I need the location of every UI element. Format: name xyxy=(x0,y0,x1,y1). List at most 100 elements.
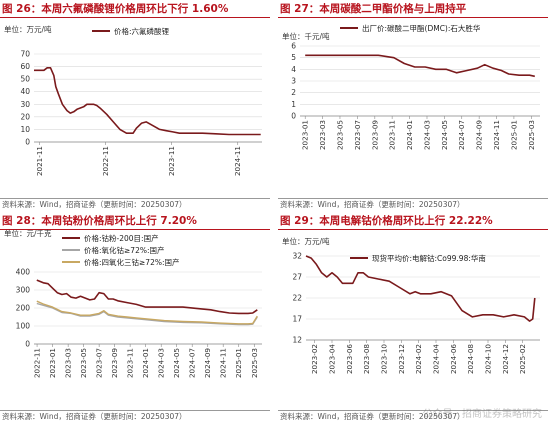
chart-svg: 单位：万元/吨 0 10 20 30 40 50 60 70 2021-11 2022-11 2023… xyxy=(4,24,262,176)
y-tick-label: 10 xyxy=(20,125,30,134)
x-tick-label: 2024-01 xyxy=(405,120,414,150)
unit-label: 单位：元/千克 xyxy=(4,228,52,238)
series-line xyxy=(36,279,258,315)
x-tick-label: 2025-03 xyxy=(527,120,536,150)
x-tick-label: 2023-05 xyxy=(79,348,88,378)
x-tick-label: 2024-05 xyxy=(172,348,181,378)
y-tick-label: 0 xyxy=(25,340,30,349)
y-tick-label: 3 xyxy=(291,77,296,86)
x-tick-label: 2024-02 xyxy=(414,344,423,374)
x-tick-label: 2024-11 xyxy=(233,146,242,176)
x-tick-label: 2024-05 xyxy=(440,120,449,150)
x-tick-label: 2023-05 xyxy=(335,120,344,150)
x-tick-label: 2023-11 xyxy=(126,348,135,378)
legend-label: 价格:钴粉-200目:国产 xyxy=(84,233,159,243)
watermark: 公众号 · 招商证券策略研究 xyxy=(422,409,542,420)
x-tick-label: 2023-11 xyxy=(388,120,397,150)
title-rule xyxy=(278,17,548,18)
legend-label: 价格:氧化钴≥72%:国产 xyxy=(84,245,165,255)
x-tick-label: 2023-07 xyxy=(95,348,104,378)
x-tick-label: 2025-01 xyxy=(509,120,518,150)
unit-label: 单位：万元/吨 xyxy=(282,236,330,246)
chart-title: 图 26：本周六氟磷酸锂价格周环比下行 1.60% xyxy=(2,3,229,15)
x-tick-label: 2023-08 xyxy=(362,344,371,374)
source-note: 资料来源：Wind，招商证券（更新时间：20250307） xyxy=(2,412,187,421)
legend-label: 现货平均价:电解钴:Co99.98:华南 xyxy=(372,253,486,263)
legend-label: 价格:六氟磷酸锂 xyxy=(114,26,170,36)
y-tick-label: 4 xyxy=(291,65,296,74)
x-tick-label: 2023-10 xyxy=(380,344,389,374)
x-tick-label: 2022-11 xyxy=(33,348,42,378)
chart-panel-1: 图 26：本周六氟磷酸锂价格周环比下行 1.60% 单位：万元/吨 0 10 20 30… xyxy=(0,0,270,211)
x-tick-label: 2023-01 xyxy=(301,120,310,150)
series-line xyxy=(305,54,535,78)
x-tick-label: 2024-07 xyxy=(457,120,466,150)
x-tick-label: 2023-11 xyxy=(167,146,176,176)
x-tick-label: 2024-11 xyxy=(219,348,228,378)
y-tick-label: 100 xyxy=(16,322,31,331)
y-tick-label: 200 xyxy=(16,304,31,313)
x-tick-label: 2023-04 xyxy=(328,344,337,374)
x-tick-label: 2023-03 xyxy=(64,348,73,378)
chart-panel-2: 图 27：本周碳酸二甲酯价格与上周持平 单位：千元/吨 0 1 2 3 4 5 6 2023-0… xyxy=(278,0,548,211)
y-tick-label: 50 xyxy=(20,75,30,84)
chart-title: 图 29：本周电解钴价格周环比上行 22.22% xyxy=(280,215,493,227)
x-tick-label: 2023-03 xyxy=(318,120,327,150)
y-tick-label: 2 xyxy=(291,88,296,97)
x-tick-label: 2025-01 xyxy=(234,348,243,378)
series-line xyxy=(36,300,258,325)
source-rule xyxy=(0,410,270,411)
x-tick-label: 2024-07 xyxy=(188,348,197,378)
chart-panel-3: 图 28：本周钴粉价格周环比上行 7.20% 单位：元/千克 0 100 200 300… xyxy=(0,212,270,423)
x-tick-label: 2024-10 xyxy=(484,344,493,374)
chart-svg: 单位：千元/吨 0 1 2 3 4 5 6 2023-01 2023-03 2023-05 2023-… xyxy=(282,23,540,150)
y-tick-label: 20 xyxy=(20,112,30,121)
x-tick-label: 2024-12 xyxy=(501,344,510,374)
x-tick-label: 2025-02 xyxy=(518,344,527,374)
unit-label: 单位：万元/吨 xyxy=(4,24,52,34)
source-rule xyxy=(278,198,548,199)
x-tick-label: 2023-06 xyxy=(345,344,354,374)
y-tick-label: 0 xyxy=(291,112,296,121)
y-tick-label: 6 xyxy=(291,42,296,51)
x-tick-label: 2023-01 xyxy=(48,348,57,378)
chart-title: 图 27：本周碳酸二甲酯价格与上周持平 xyxy=(280,3,467,15)
chart-panel-4: 图 29：本周电解钴价格周环比上行 22.22% 单位：万元/吨 12 17 22 27… xyxy=(278,212,548,423)
y-tick-label: 40 xyxy=(20,87,30,96)
legend-label: 价格:四氧化三钴≥72%:国产 xyxy=(84,257,180,267)
y-tick-label: 0 xyxy=(25,138,30,147)
legend-label: 出厂价:碳酸二甲酯(DMC):石大胜华 xyxy=(362,23,481,33)
y-tick-label: 60 xyxy=(20,62,30,71)
y-tick-label: 12 xyxy=(292,336,302,345)
series-line xyxy=(305,255,536,322)
x-tick-label: 2021-11 xyxy=(35,146,44,176)
x-tick-label: 2025-03 xyxy=(250,348,259,378)
x-tick-label: 2023-12 xyxy=(397,344,406,374)
y-tick-label: 32 xyxy=(292,252,302,261)
source-note: 资料来源：Wind，招商证券（更新时间：20250307） xyxy=(280,200,465,209)
chart-title: 图 28：本周钴粉价格周环比上行 7.20% xyxy=(2,215,197,227)
x-tick-label: 2023-09 xyxy=(370,120,379,150)
y-tick-label: 5 xyxy=(291,53,296,62)
y-tick-label: 27 xyxy=(292,273,302,282)
x-tick-label: 2024-09 xyxy=(475,120,484,150)
x-tick-label: 2024-06 xyxy=(449,344,458,374)
x-tick-label: 2024-03 xyxy=(157,348,166,378)
y-tick-label: 300 xyxy=(16,286,31,295)
x-tick-label: 2024-08 xyxy=(466,344,475,374)
title-rule xyxy=(0,17,270,18)
source-rule xyxy=(0,198,270,199)
x-tick-label: 2023-02 xyxy=(310,344,319,374)
x-tick-label: 2023-07 xyxy=(353,120,362,150)
x-tick-label: 2024-09 xyxy=(203,348,212,378)
y-tick-label: 17 xyxy=(292,315,302,324)
source-rule xyxy=(278,410,548,411)
x-tick-label: 2024-01 xyxy=(141,348,150,378)
y-tick-label: 30 xyxy=(20,100,30,109)
series-line xyxy=(34,66,261,136)
x-tick-label: 2024-11 xyxy=(492,120,501,150)
y-tick-label: 70 xyxy=(20,50,30,59)
chart-svg: 单位：万元/吨 12 17 22 27 32 2023-02 2023-04 2023-06 20… xyxy=(282,236,540,374)
title-rule xyxy=(0,229,270,230)
source-note: 资料来源：Wind，招商证券（更新时间：20250307） xyxy=(2,200,187,209)
